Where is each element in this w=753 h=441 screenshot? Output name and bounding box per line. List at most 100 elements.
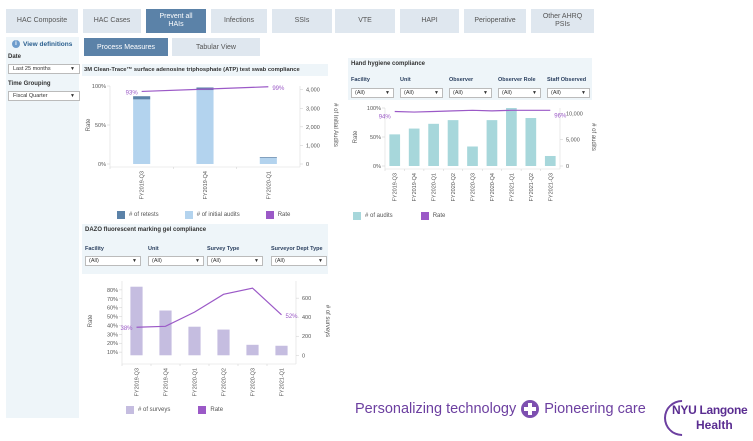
tab-hac-cases[interactable]: HAC Cases [83, 9, 141, 33]
tab-label: HAC Composite [16, 17, 68, 24]
legend-swatch-audits [353, 212, 361, 220]
y2-tick-label: 0 [566, 164, 569, 170]
chevron-down-icon: ▼ [70, 66, 75, 72]
legend-swatch-rate [420, 212, 429, 220]
subtab-label: Process Measures [97, 43, 155, 51]
tab-perioperative[interactable]: Perioperative [464, 9, 526, 33]
filter-select[interactable]: (All) ▼ [400, 88, 443, 98]
x-tick-label: FY2020-Q1 [432, 173, 438, 201]
bar--of-surveys [188, 326, 201, 356]
filter-value: (All) [275, 258, 285, 264]
subtab-process-measures[interactable]: Process Measures [84, 38, 168, 56]
y-tick-label: 100% [92, 84, 106, 90]
legend-label: # of surveys [138, 407, 171, 413]
legend-swatch-surveys [126, 406, 134, 414]
filter-label: Observer [449, 77, 474, 83]
bar--of-surveys [159, 310, 172, 356]
chevron-down-icon: ▼ [581, 90, 586, 96]
view-definitions-link[interactable]: i View definitions [12, 40, 72, 48]
y2-axis-title: # of Initial Audits [332, 103, 338, 147]
chevron-down-icon: ▼ [195, 258, 200, 264]
legend-label: Rate [277, 212, 291, 218]
y-tick-label: 20% [107, 341, 118, 347]
tagline-left: Personalizing technology [355, 401, 517, 417]
filter-select[interactable]: (All) ▼ [207, 256, 263, 266]
logo-line2: Health [696, 418, 733, 432]
y-tick-label: 100% [367, 106, 381, 112]
y-tick-label: 80% [107, 288, 118, 294]
y2-tick-label: 2,000 [306, 125, 320, 131]
filter-select[interactable]: (All) ▼ [351, 88, 394, 98]
y-tick-label: 30% [107, 332, 118, 338]
chevron-down-icon: ▼ [483, 90, 488, 96]
x-tick-label: FY2021-Q3 [548, 173, 554, 201]
subtab-tabular-view[interactable]: Tabular View [172, 38, 260, 56]
tab-other-ahrq-psis[interactable]: Other AHRQ PSIs [531, 9, 594, 33]
rate-data-label: 96% [554, 113, 567, 119]
x-tick-label: FY2020-Q1 [266, 171, 272, 199]
tab-vte[interactable]: VTE [335, 9, 395, 33]
date-value: Last 25 months [13, 66, 51, 72]
rate-line [394, 109, 551, 113]
sidebar: i View definitions Date Last 25 months ▼… [6, 37, 80, 418]
filter-select[interactable]: (All) ▼ [498, 88, 541, 98]
bar--of-audits [486, 120, 498, 166]
date-label: Date [8, 54, 22, 60]
tab-label: VTE [358, 17, 372, 24]
x-tick-label: FY2019-Q3 [135, 368, 141, 396]
hand-hygiene-chart: 0% 50% 100% 0 5,000 10,000 Rate # of audits FY20… [353, 106, 596, 201]
bar--of-retests [133, 96, 151, 100]
chevron-down-icon: ▼ [318, 258, 323, 264]
x-tick-label: FY2020-Q1 [193, 368, 199, 396]
legend-label: # of audits [365, 213, 393, 219]
tab-hac-composite[interactable]: HAC Composite [6, 9, 78, 33]
filter-value: (All) [211, 258, 221, 264]
x-tick-label: FY2020-Q2 [451, 173, 457, 201]
bar--of-initial-audits [196, 90, 214, 164]
bar--of-audits [506, 108, 517, 166]
time-grouping-label: Time Grouping [8, 81, 51, 87]
date-select[interactable]: Last 25 months ▼ [8, 64, 80, 74]
rate-data-label: 99% [272, 86, 285, 92]
filter-select[interactable]: (All) ▼ [449, 88, 492, 98]
bar--of-audits [428, 123, 439, 166]
y-tick-label: 50% [95, 123, 106, 129]
filter-select[interactable]: (All) ▼ [148, 256, 204, 266]
atp-chart: 0% 50% 100% 0 1,000 2,000 3,000 4,000 Rate # of I… [86, 84, 338, 199]
chevron-down-icon: ▼ [434, 90, 439, 96]
filter-select[interactable]: (All) ▼ [85, 256, 141, 266]
tab-label: Infections [224, 17, 254, 24]
tab-infections[interactable]: Infections [211, 9, 267, 33]
filter-label: Unit [148, 246, 159, 252]
logo-line1: NYU Langone [672, 403, 748, 417]
filter-value: (All) [355, 90, 365, 96]
y-tick-label: 0% [98, 162, 106, 168]
y2-tick-label: 3,000 [306, 106, 320, 112]
nyu-langone-logo: NYU Langone Health [656, 392, 752, 441]
time-grouping-select[interactable]: Fiscal Quarter ▼ [8, 91, 80, 101]
bar--of-audits [408, 128, 420, 166]
tab-ssis[interactable]: SSIs [272, 9, 332, 33]
legend-swatch-retests [117, 211, 125, 219]
x-tick-label: FY2020-Q2 [222, 368, 228, 396]
rate-line [141, 86, 269, 93]
hand-chart-title: Hand hygiene compliance [349, 59, 428, 69]
tab-prevent-all-hais[interactable]: Prevent all HAIs [146, 9, 206, 33]
filter-select[interactable]: (All) ▼ [547, 88, 590, 98]
bar--of-audits [389, 134, 401, 166]
y2-tick-label: 200 [302, 334, 311, 340]
y-tick-label: 50% [370, 135, 381, 141]
rate-data-label: 38% [120, 326, 133, 332]
y2-tick-label: 5,000 [566, 138, 580, 144]
y2-tick-label: 4,000 [306, 88, 320, 94]
filter-label: Observer Role [498, 77, 536, 83]
chevron-down-icon: ▼ [532, 90, 537, 96]
bar--of-surveys [246, 344, 259, 356]
tab-hapi[interactable]: HAPI [400, 9, 459, 33]
plus-icon [521, 400, 540, 418]
y2-tick-label: 10,000 [566, 111, 583, 117]
tab-label: Prevent all HAIs [159, 13, 193, 28]
filter-value: (All) [502, 90, 512, 96]
filter-value: (All) [404, 90, 414, 96]
filter-select[interactable]: (All) ▼ [271, 256, 327, 266]
